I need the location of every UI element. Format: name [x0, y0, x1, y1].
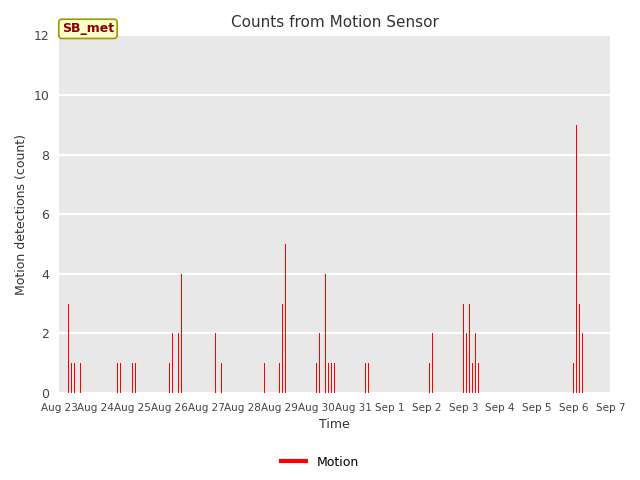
- Y-axis label: Motion detections (count): Motion detections (count): [15, 134, 28, 295]
- Title: Counts from Motion Sensor: Counts from Motion Sensor: [231, 15, 438, 30]
- X-axis label: Time: Time: [319, 419, 350, 432]
- Text: SB_met: SB_met: [62, 23, 114, 36]
- Legend: Motion: Motion: [276, 451, 364, 474]
